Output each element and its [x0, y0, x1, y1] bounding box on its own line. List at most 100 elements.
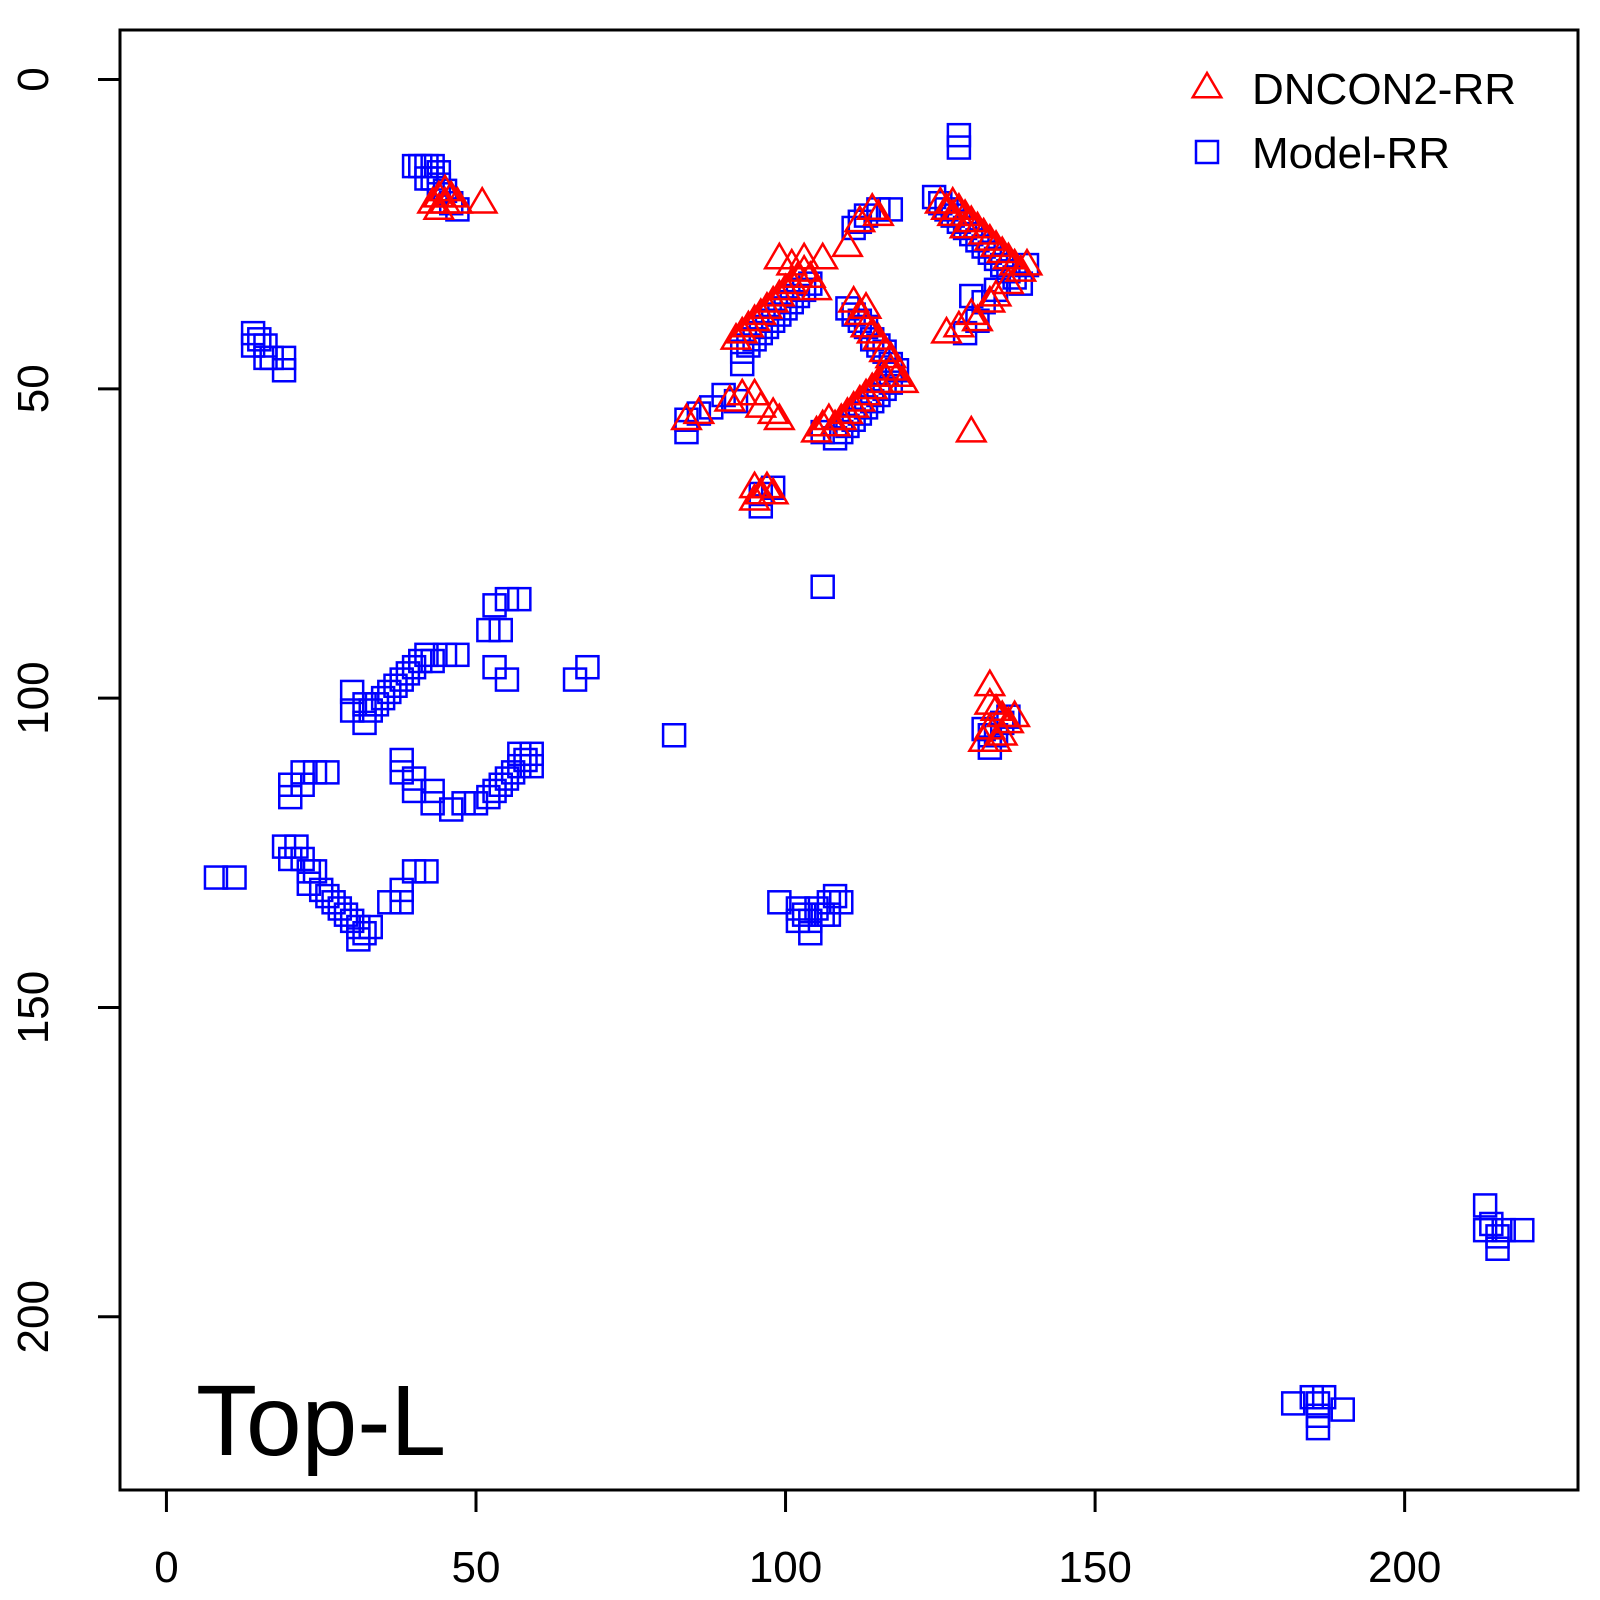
model-rr-point [488, 617, 514, 643]
model-rr-point [500, 760, 526, 785]
x-tick-label: 150 [1058, 1543, 1131, 1592]
x-tick-label: 0 [154, 1543, 178, 1592]
model-rr-point [408, 648, 433, 674]
model-rr-point [377, 679, 402, 705]
model-rr-point [798, 920, 823, 946]
model-rr-point [401, 766, 427, 791]
series-dncon2-rr [416, 173, 1044, 752]
model-rr-point [519, 741, 544, 767]
dncon2-rr-point [874, 340, 908, 369]
dncon2-rr-point [762, 402, 796, 431]
model-rr-point [847, 209, 873, 235]
model-rr-point [1305, 1403, 1331, 1429]
dncon2-rr-point [465, 185, 499, 214]
x-tick-label: 200 [1368, 1543, 1441, 1592]
model-rr-point [959, 283, 984, 309]
model-rr-point [494, 667, 520, 692]
model-rr-point [271, 345, 297, 371]
dncon2-rr-point [1004, 253, 1038, 282]
model-rr-point [1485, 1236, 1510, 1261]
dncon2-rr-point [682, 396, 716, 425]
model-rr-point [476, 617, 501, 643]
model-rr-point [346, 914, 371, 940]
dncon2-rr-point [979, 693, 1013, 722]
model-rr-point [432, 642, 458, 668]
dncon2-rr-point [930, 315, 963, 344]
model-rr-point [414, 642, 439, 668]
y-tick-label: 50 [9, 364, 58, 413]
model-rr-point [488, 772, 514, 797]
model-rr-point [327, 896, 353, 921]
dncon2-rr-point [998, 699, 1032, 728]
model-rr-point [1491, 1217, 1516, 1243]
model-rr-point [420, 153, 445, 179]
model-rr-point [290, 846, 315, 872]
model-rr-point [816, 890, 842, 915]
model-rr-point [1305, 1415, 1331, 1441]
model-rr-point [829, 890, 854, 915]
model-rr-point [358, 698, 383, 723]
model-rr-point [308, 877, 334, 903]
model-rr-point [798, 908, 823, 934]
legend-marker-dncon2-rr [1190, 70, 1224, 99]
model-rr-point [290, 772, 315, 797]
model-rr-point [507, 753, 532, 779]
model-rr-point [482, 778, 507, 804]
model-rr-point [494, 586, 520, 612]
dncon2-rr-point [979, 229, 1013, 258]
model-rr-point [339, 698, 365, 723]
dncon2-rr-point [1010, 247, 1044, 276]
model-rr-point [389, 667, 414, 692]
model-rr-point [804, 896, 829, 921]
dncon2-rr-point [874, 352, 908, 381]
dncon2-rr-point [756, 476, 790, 505]
model-rr-point [1479, 1211, 1504, 1237]
dncon2-rr-point [985, 717, 1019, 746]
x-tick-label: 50 [452, 1543, 501, 1592]
dncon2-rr-point [744, 389, 778, 418]
model-rr-point [401, 778, 427, 804]
dncon2-rr-point [936, 198, 970, 227]
model-rr-point [1280, 1391, 1306, 1416]
model-rr-point [240, 320, 266, 346]
model-rr-point [674, 407, 699, 432]
y-tick-label: 0 [9, 67, 58, 91]
dncon2-rr-point [713, 383, 747, 412]
model-rr-point [482, 654, 507, 680]
model-rr-point [253, 333, 278, 358]
dncon2-rr-point [422, 191, 456, 220]
model-rr-point [278, 846, 303, 872]
model-rr-point [1472, 1217, 1498, 1243]
dncon2-rr-point [880, 358, 914, 387]
model-rr-point [513, 747, 538, 773]
model-rr-point [822, 426, 848, 451]
y-axis: 0 50 100 150 200 [9, 67, 122, 1353]
model-rr-point [278, 784, 303, 810]
model-rr-point [420, 791, 445, 816]
model-rr-point [519, 753, 544, 779]
model-rr-point [346, 927, 371, 952]
dncon2-rr-point [670, 402, 703, 431]
model-rr-point [1330, 1397, 1355, 1422]
dncon2-rr-point [855, 315, 889, 344]
model-rr-point [562, 667, 588, 692]
dncon2-rr-point [434, 179, 468, 208]
model-rr-point [222, 865, 247, 890]
dncon2-rr-point [942, 191, 976, 220]
model-rr-point [729, 351, 755, 377]
model-rr-point [339, 679, 365, 705]
x-tick-label: 100 [749, 1543, 822, 1592]
dncon2-rr-point [849, 309, 883, 338]
model-rr-point [1485, 1224, 1510, 1249]
model-rr-point [507, 741, 532, 767]
model-rr-point [946, 135, 972, 160]
model-rr-point [401, 654, 427, 680]
model-rr-point [729, 339, 755, 364]
model-rr-point [389, 760, 414, 785]
model-rr-point [420, 648, 445, 674]
model-rr-point [339, 908, 365, 934]
dncon2-rr-point [861, 198, 895, 227]
model-rr-point [401, 859, 427, 884]
dncon2-rr-point [973, 222, 1007, 251]
